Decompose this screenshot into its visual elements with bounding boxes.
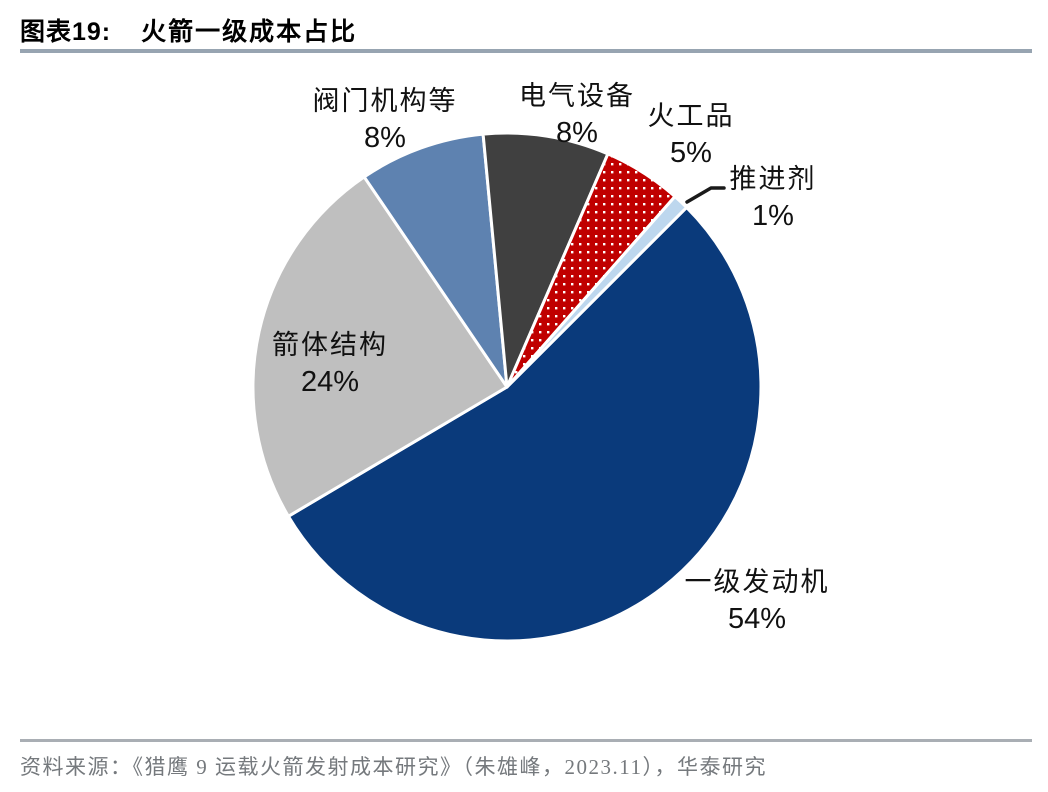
pie-slice-5	[505, 194, 689, 389]
pie-slice-0	[286, 205, 763, 643]
slice-name: 火工品	[647, 101, 735, 131]
slice-percent: 1%	[752, 200, 794, 232]
title-divider	[20, 49, 1032, 53]
pie-slices	[251, 131, 763, 643]
slice-name: 电气设备	[519, 81, 635, 111]
figure-title: 火箭一级成本占比	[141, 19, 358, 46]
slice-percent: 8%	[556, 117, 598, 149]
slice-name: 箭体结构	[272, 330, 388, 360]
figure-header: 图表19: 火箭一级成本占比	[20, 12, 357, 48]
pie-slice-1	[251, 175, 509, 518]
pie-slice-3	[481, 131, 610, 389]
slice-name: 一级发动机	[684, 567, 830, 597]
slice-percent: 24%	[300, 366, 360, 398]
slice-label-first-stage-engine: 一级发动机 54%	[662, 564, 852, 638]
footer-divider	[20, 739, 1032, 742]
slice-name: 推进剂	[729, 164, 817, 194]
figure-number: 图表19:	[20, 18, 112, 46]
leader-line-propellant	[685, 186, 726, 204]
slice-label-electrical-equipment: 电气设备 8%	[487, 78, 667, 152]
slice-percent: 54%	[727, 603, 787, 635]
pie-slice-2	[362, 132, 509, 389]
slice-name: 阀门机构等	[312, 86, 458, 116]
slice-percent: 8%	[364, 122, 406, 154]
slice-percent: 5%	[670, 137, 712, 169]
slice-label-pyrotechnics: 火工品 5%	[601, 98, 781, 172]
slice-label-valve-mechanism: 阀门机构等 8%	[295, 83, 475, 157]
source-note: 资料来源：《猎鹰 9 运载火箭发射成本研究》（朱雄峰，2023.11），华泰研究	[20, 755, 767, 779]
slice-label-body-structure: 箭体结构 24%	[240, 327, 420, 401]
slice-label-propellant: 推进剂 1%	[713, 161, 833, 235]
